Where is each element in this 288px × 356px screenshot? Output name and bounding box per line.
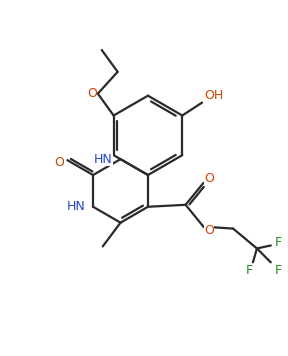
Text: F: F [275,236,282,249]
Text: F: F [275,264,282,277]
Text: HN: HN [67,200,85,213]
Text: O: O [204,224,214,237]
Text: O: O [87,87,97,100]
Text: HN: HN [94,153,113,166]
Text: O: O [204,173,214,185]
Text: O: O [54,156,64,169]
Text: F: F [245,264,253,277]
Text: OH: OH [204,89,223,102]
